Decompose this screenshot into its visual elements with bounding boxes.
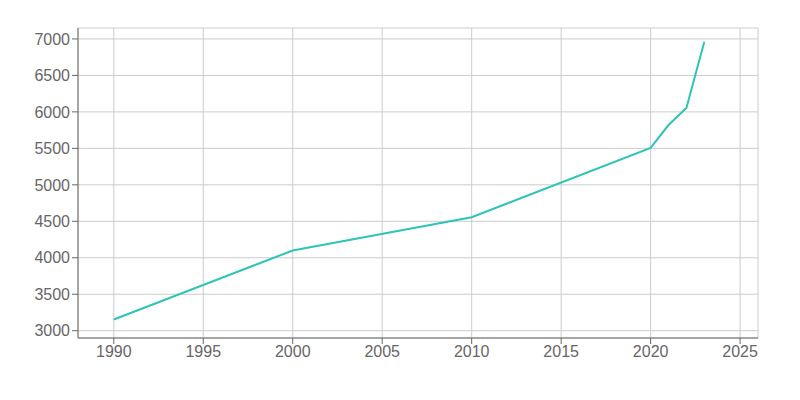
svg-text:4500: 4500: [34, 213, 70, 230]
svg-text:2015: 2015: [543, 343, 579, 360]
svg-text:7000: 7000: [34, 31, 70, 48]
svg-text:4000: 4000: [34, 249, 70, 266]
svg-text:3000: 3000: [34, 322, 70, 339]
svg-text:2025: 2025: [722, 343, 758, 360]
svg-text:6000: 6000: [34, 104, 70, 121]
svg-text:2010: 2010: [454, 343, 490, 360]
svg-text:2000: 2000: [275, 343, 311, 360]
svg-text:6500: 6500: [34, 67, 70, 84]
svg-text:2020: 2020: [633, 343, 669, 360]
svg-text:3500: 3500: [34, 286, 70, 303]
svg-text:5000: 5000: [34, 177, 70, 194]
svg-text:1990: 1990: [96, 343, 132, 360]
svg-text:2005: 2005: [364, 343, 400, 360]
svg-text:1995: 1995: [185, 343, 221, 360]
svg-text:5500: 5500: [34, 140, 70, 157]
